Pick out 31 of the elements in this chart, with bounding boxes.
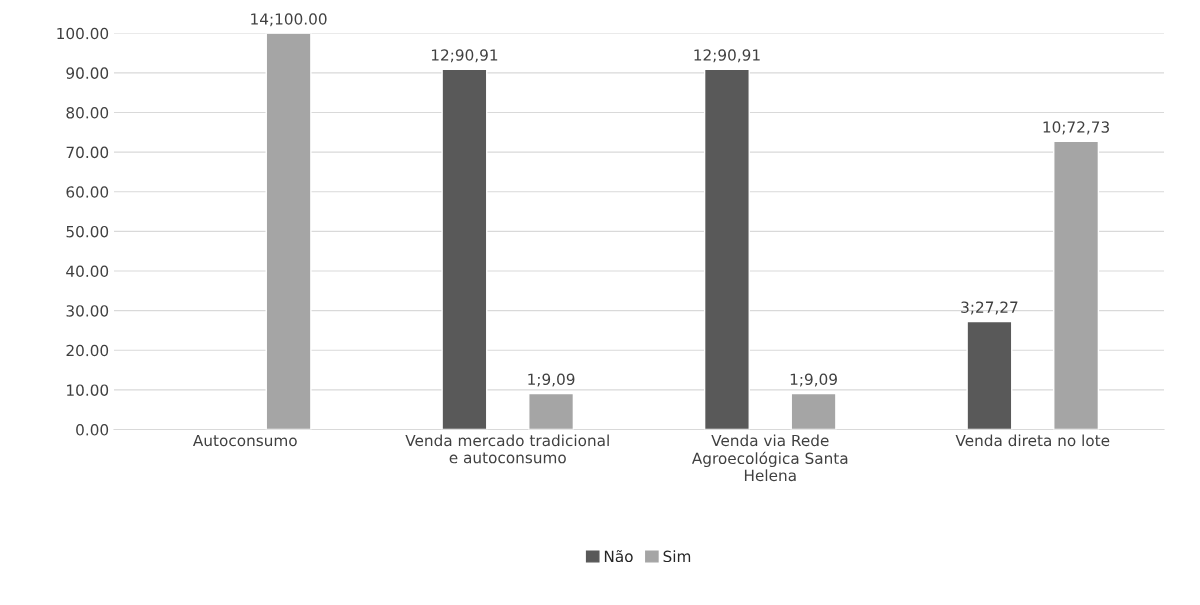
y-tick-label: 90.00 <box>66 67 109 79</box>
y-tick-label: 30.00 <box>66 305 109 317</box>
bar <box>1053 140 1100 430</box>
y-tick-label: 10.00 <box>67 384 109 396</box>
data-label: 10;72,73 <box>1043 121 1109 135</box>
x-tick-label: Venda mercado tradicional e autoconsumo <box>405 434 609 464</box>
y-tick-label: 70.00 <box>66 146 109 159</box>
x-tick-label: Venda direta no lote <box>955 434 1110 447</box>
bar <box>703 68 750 430</box>
data-label: 3;27,27 <box>961 301 1018 315</box>
bar <box>265 33 312 430</box>
y-tick-label: 50.00 <box>66 225 109 238</box>
bar <box>966 320 1013 430</box>
y-tick-label: 40.00 <box>66 265 109 278</box>
data-label: 12;90,91 <box>694 49 760 63</box>
data-label: 1;9,09 <box>528 373 575 387</box>
legend-label: Não <box>604 550 633 563</box>
data-label: 12;90,91 <box>431 49 498 63</box>
legend-label: Sim <box>663 550 691 563</box>
bar <box>528 392 575 430</box>
y-tick-label: 20.00 <box>66 344 109 357</box>
y-tick-label: 80.00 <box>66 107 109 119</box>
x-tick-label: Autoconsumo <box>192 434 297 447</box>
y-tick-label: 100.00 <box>57 27 109 40</box>
x-tick-label: Venda via Rede Agroecológica Santa Helena <box>691 434 848 482</box>
y-tick-label: 60.00 <box>66 186 109 198</box>
y-tick-label: 0.00 <box>76 424 109 436</box>
data-label: 14;100.00 <box>251 13 327 27</box>
bar <box>790 392 837 430</box>
data-label: 1;9,09 <box>790 373 837 387</box>
bar <box>441 68 488 430</box>
